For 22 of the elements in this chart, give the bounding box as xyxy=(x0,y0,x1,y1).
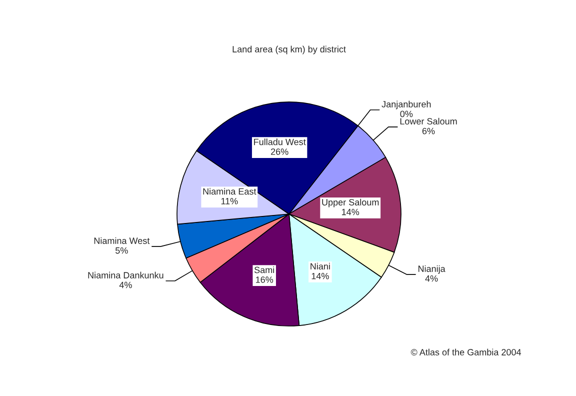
slice-label: Niamina Dankunku xyxy=(88,272,164,278)
slice-label: Niamina East xyxy=(203,188,256,195)
data-label: 26% xyxy=(270,148,288,155)
legend-label: Lower Saloum xyxy=(400,118,457,125)
slice-label: Niamina West xyxy=(94,237,150,244)
data-label: 4% xyxy=(425,275,438,282)
data-label: 14% xyxy=(312,272,329,280)
data-label: 6% xyxy=(422,128,435,134)
data-label: 4% xyxy=(119,282,132,288)
chart-title: Land area (sq km) by district xyxy=(232,46,346,54)
slice-label: Upper Saloum xyxy=(322,198,379,208)
text: © Atlas of the Gambia 2004 xyxy=(410,348,522,356)
slice-label: Niani xyxy=(310,262,330,270)
data-label: 11% xyxy=(221,198,238,204)
slice-label: Nianija xyxy=(418,265,446,274)
data-label: 5% xyxy=(116,247,128,254)
slice-label: Fulladu West xyxy=(254,138,306,146)
data-label: 14% xyxy=(342,208,360,216)
data-label: 16% xyxy=(256,276,274,283)
slice-label: Sami xyxy=(254,266,274,274)
text: 0% xyxy=(400,110,413,118)
category-label: Janjanbureh xyxy=(382,100,431,110)
